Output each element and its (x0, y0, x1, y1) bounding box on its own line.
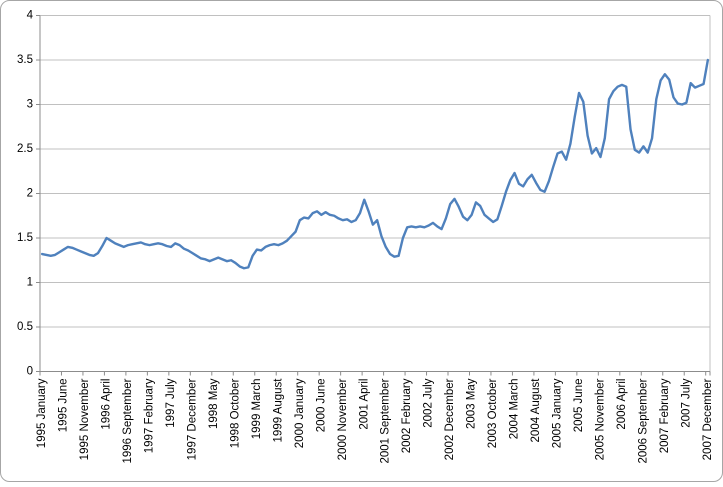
x-tick-label: 1997 July (165, 378, 177, 427)
x-tick-label: 2004 August (530, 378, 542, 443)
x-tick-label: 2005 November (594, 378, 606, 460)
x-tick-label: 1998 May (208, 378, 220, 429)
x-tick-label: 1995 January (36, 378, 48, 448)
y-tick-label: 2.5 (17, 143, 33, 155)
x-tick-label: 2001 September (380, 378, 392, 463)
y-tick-label: 2 (27, 188, 33, 200)
x-tick-label: 2004 March (509, 379, 521, 440)
y-tick-label: 4 (27, 10, 34, 22)
x-tick-label: 2007 July (680, 378, 692, 427)
x-tick-label: 2006 April (616, 379, 628, 430)
x-tick-label: 2003 October (487, 378, 499, 448)
x-tick-label: 2000 January (294, 378, 306, 448)
x-tick-label: 2006 September (637, 378, 649, 463)
y-tick-label: 3.5 (17, 54, 33, 66)
x-tick-label: 1999 August (272, 378, 284, 443)
x-tick-label: 2003 May (466, 378, 478, 429)
x-tick-label: 1997 February (144, 378, 156, 453)
y-tick-label: 0.5 (17, 321, 33, 333)
x-tick-label: 2005 June (573, 379, 585, 433)
x-tick-label: 1997 December (186, 378, 198, 460)
x-tick-label: 1995 November (79, 378, 91, 460)
x-tick-label: 1999 March (251, 379, 263, 440)
x-tick-label: 2007 February (659, 378, 671, 453)
data-series-line (40, 58, 710, 270)
x-tick-label: 2002 July (423, 378, 435, 427)
y-tick-label: 1.5 (17, 232, 33, 244)
y-tick-label: 1 (27, 277, 33, 289)
x-tick-label: 1998 October (229, 378, 241, 448)
x-tick-label: 2000 November (337, 378, 349, 460)
x-tick-label: 1996 September (122, 378, 134, 463)
y-tick-label: 3 (27, 99, 33, 111)
x-tick-label: 2005 January (552, 378, 564, 448)
x-tick-label: 2000 June (315, 379, 327, 433)
y-tick-label: 0 (27, 366, 33, 378)
x-tick-label: 2001 April (358, 379, 370, 430)
x-tick-label: 1995 June (58, 379, 70, 433)
x-tick-label: 2007 December (702, 378, 714, 460)
x-tick-label: 2002 December (444, 378, 456, 460)
x-tick-label: 1996 April (101, 379, 113, 430)
x-tick-label: 2002 February (401, 378, 413, 453)
